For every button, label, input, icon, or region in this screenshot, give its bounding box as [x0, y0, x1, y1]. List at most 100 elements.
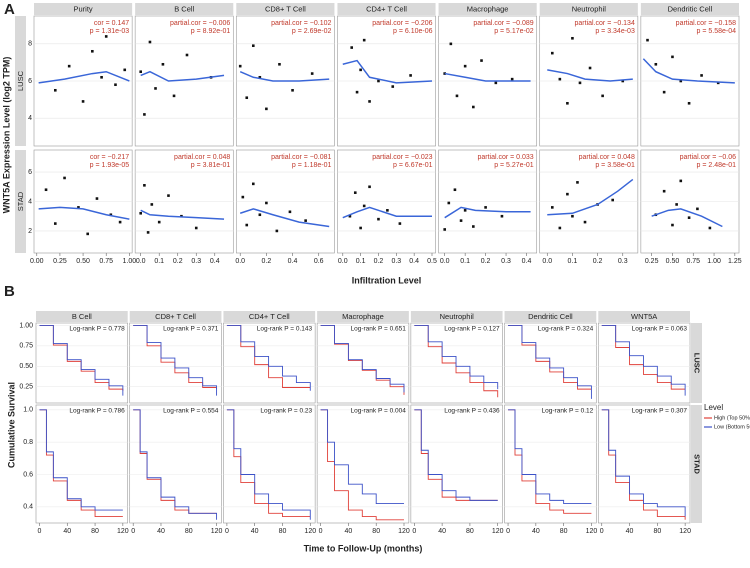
x-tick-label: 0.25 — [645, 258, 659, 265]
column-title: Neutrophil — [572, 4, 607, 13]
row-strip — [691, 323, 702, 403]
p-value: p = 5.58e-04 — [696, 28, 736, 35]
survival-curve — [414, 324, 499, 390]
point — [687, 101, 691, 105]
x-tick-label: 0.1 — [568, 258, 578, 265]
column-title: Purity — [73, 4, 92, 13]
y-tick-label: 0.75 — [19, 343, 33, 350]
x-tick-label: 0 — [506, 528, 510, 535]
x-tick-label: 120 — [211, 528, 223, 535]
correlation: partial.cor = −0.206 — [372, 20, 432, 27]
y-tick-label: 4 — [28, 115, 32, 122]
fit-line — [140, 70, 225, 82]
point — [679, 179, 683, 183]
point — [675, 203, 678, 206]
survival-curve — [133, 324, 218, 396]
point — [258, 75, 262, 79]
point — [143, 184, 146, 187]
point — [139, 70, 142, 74]
point — [662, 189, 666, 193]
column-strip — [337, 3, 436, 15]
point — [447, 201, 451, 205]
y-axis-title: WNT5A Expression Level (log2 TPM) — [1, 57, 11, 214]
x-tick-label: 0 — [600, 528, 604, 535]
survival-curve — [226, 324, 311, 391]
x-tick-label: 0.4 — [409, 258, 419, 265]
x-tick-label: 0.0 — [136, 258, 146, 265]
x-axis-title: Time to Follow-Up (months) — [304, 543, 423, 553]
point — [671, 55, 674, 59]
point — [185, 53, 189, 57]
log-rank: Log-rank P = 0.063 — [632, 326, 688, 333]
point — [368, 185, 371, 189]
x-tick-label: 120 — [304, 528, 316, 535]
point — [550, 206, 554, 209]
x-tick-label: 1.25 — [728, 258, 742, 265]
log-rank: Log-rank P = 0.554 — [163, 408, 219, 415]
x-tick-label: 0.0 — [235, 258, 245, 265]
point — [480, 59, 483, 62]
point — [398, 222, 402, 225]
point — [77, 206, 80, 209]
panel-label: A — [4, 1, 15, 18]
fit-line — [547, 69, 633, 82]
plot-panel — [504, 322, 597, 404]
point — [91, 49, 94, 53]
legend-label: High (Top 50%) — [714, 415, 750, 421]
point — [377, 217, 380, 221]
survival-curve — [226, 409, 311, 520]
column-strip — [410, 311, 503, 322]
x-tick-label: 0.25 — [53, 258, 67, 265]
column-strip — [598, 311, 690, 322]
log-rank: Log-rank P = 0.143 — [257, 326, 313, 333]
column-strip — [438, 3, 537, 15]
x-tick-label: 0.6 — [314, 258, 324, 265]
survival-curve — [601, 409, 686, 517]
survival-curve — [320, 409, 404, 521]
panel-label: B — [4, 283, 15, 300]
y-tick-label: 0.50 — [19, 363, 33, 370]
point — [310, 72, 314, 75]
x-tick-label: 80 — [372, 528, 380, 535]
log-rank: Log-rank P = 0.778 — [69, 326, 125, 333]
fit-line — [547, 178, 634, 216]
point — [391, 85, 395, 88]
p-value: p = 6.10e-06 — [393, 28, 433, 35]
survival-curve — [133, 409, 218, 520]
point — [463, 209, 467, 212]
x-tick-label: 80 — [560, 528, 568, 535]
x-tick-label: 0.0 — [440, 258, 450, 265]
legend-label: Low (Bottom 50%) — [714, 424, 750, 430]
plot-panel — [129, 404, 222, 524]
point — [348, 214, 352, 218]
point — [139, 211, 142, 215]
x-tick-label: 0 — [38, 528, 42, 535]
x-tick-label: 0.1 — [154, 258, 164, 265]
point — [621, 79, 625, 83]
correlation: partial.cor = −0.023 — [372, 154, 432, 161]
point — [359, 226, 362, 230]
y-tick-label: 8 — [28, 41, 32, 48]
y-tick-label: 2 — [28, 228, 32, 235]
row-label: LUSC — [16, 70, 25, 91]
p-value: p = 3.58e-01 — [595, 162, 635, 169]
x-tick-label: 120 — [398, 528, 410, 535]
point — [671, 223, 674, 227]
column-title: CD8+ T Cell — [155, 312, 196, 321]
point — [716, 81, 720, 85]
point — [150, 203, 154, 206]
row-label: STAD — [16, 191, 25, 211]
survival-curve — [320, 324, 405, 395]
column-title: CD4+ T Cell — [366, 4, 407, 13]
point — [251, 182, 255, 186]
point — [708, 226, 712, 230]
x-tick-label: 0.2 — [374, 258, 384, 265]
point — [288, 210, 292, 214]
point — [578, 81, 582, 85]
x-tick-label: 0.2 — [481, 258, 491, 265]
y-axis-title: Cumulative Survival — [6, 382, 16, 468]
point — [353, 191, 357, 194]
p-value: p = 1.18e-01 — [292, 162, 332, 169]
plot-panel — [597, 322, 691, 404]
x-tick-label: 1.00 — [123, 258, 137, 265]
